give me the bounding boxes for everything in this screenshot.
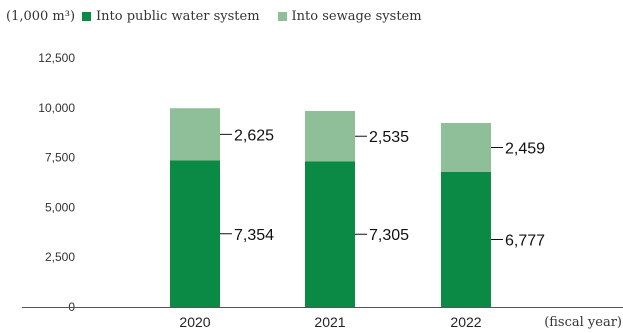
bar-2020-public-water	[170, 160, 220, 307]
legend-label-sewage: Into sewage system	[291, 8, 422, 24]
x-category-label: 2022	[450, 314, 481, 330]
chart-header: (1,000 m³) Into public water system Into…	[6, 6, 440, 26]
legend-item-public-water: Into public water system	[82, 9, 260, 24]
x-axis-title: (fiscal year)	[544, 315, 622, 330]
y-tick-label: 10,000	[38, 101, 75, 115]
y-tick-label: 12,500	[38, 51, 75, 65]
data-label: 7,305	[369, 227, 409, 244]
y-tick-label: 2,500	[45, 250, 75, 264]
legend-swatch-sewage	[277, 11, 287, 21]
data-label: 2,535	[369, 129, 409, 146]
x-category-label: 2021	[314, 314, 345, 330]
bar-2021-public-water	[305, 161, 355, 307]
bar-2022-public-water	[441, 172, 491, 307]
unit-label: (1,000 m³)	[6, 8, 76, 24]
y-tick-label: 7,500	[45, 151, 75, 165]
bar-2020-sewage	[170, 108, 220, 161]
data-label: 2,459	[505, 141, 545, 158]
legend-swatch-public-water	[82, 11, 92, 21]
bar-2022-sewage	[441, 123, 491, 173]
legend-label-public-water: Into public water system	[96, 8, 260, 24]
bar-2021-sewage	[305, 110, 355, 162]
legend-item-sewage: Into sewage system	[277, 8, 422, 24]
data-label: 2,625	[234, 127, 274, 144]
x-category-label: 2020	[179, 314, 210, 330]
data-label: 7,354	[234, 227, 274, 244]
data-label: 6,777	[505, 233, 545, 250]
y-tick-label: 5,000	[45, 200, 75, 214]
